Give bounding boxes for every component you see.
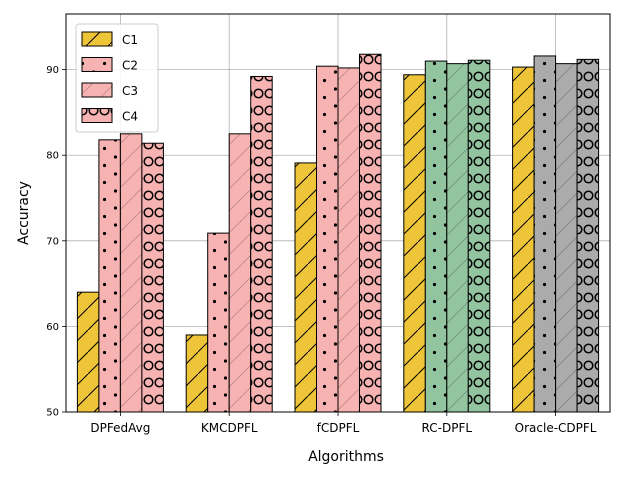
legend-swatch-hatch: [81, 31, 113, 47]
bar-hatch-C2-Oracle-CDPFL: [533, 55, 557, 413]
bar-hatch-C3-KMCDPFL: [228, 133, 252, 413]
bar-hatch-C2-KMCDPFL: [207, 232, 230, 413]
y-tick-label: 90: [46, 65, 59, 76]
legend-label: C3: [122, 84, 138, 98]
x-tick-label: Oracle-CDPFL: [515, 421, 597, 435]
legend-swatch-hatch: [81, 108, 113, 123]
legend-swatch-hatch: [81, 57, 113, 72]
bar-hatch-C1-DPFedAvg: [76, 291, 100, 413]
y-tick-label: 80: [46, 151, 59, 162]
y-tick-label: 70: [46, 236, 59, 247]
bar-hatch-C4-DPFedAvg: [141, 142, 164, 413]
bar-hatch-C3-Oracle-CDPFL: [555, 63, 578, 413]
legend-label: C4: [122, 110, 138, 124]
y-tick-label: 60: [46, 322, 59, 333]
bar-hatch-C2-RC-DPFL: [424, 60, 448, 413]
legend-label: C2: [122, 59, 138, 73]
bar-hatch-C4-KMCDPFL: [250, 75, 273, 413]
x-tick-label: RC-DPFL: [422, 421, 473, 435]
x-axis-label: Algorithms: [308, 449, 384, 465]
legend-box: [75, 23, 159, 133]
legend: C1 C2 C3 C4: [75, 23, 159, 133]
bar-hatch-C2-fCDPFL: [316, 65, 339, 413]
bar-hatch-C4-RC-DPFL: [467, 59, 491, 413]
y-axis-label: Accuracy: [16, 181, 32, 245]
y-tick-label: 50: [46, 408, 59, 419]
bar-hatch-C3-DPFedAvg: [119, 133, 143, 413]
bar-hatch-C3-fCDPFL: [337, 67, 360, 413]
bar-hatch-C1-RC-DPFL: [403, 74, 426, 413]
bar-hatch-C4-Oracle-CDPFL: [576, 58, 600, 413]
bar-hatch-C1-KMCDPFL: [185, 334, 209, 413]
x-tick-label: DPFedAvg: [90, 421, 150, 435]
x-tick-label: fCDPFL: [317, 421, 360, 435]
legend-swatch-hatch: [81, 82, 113, 98]
bar-hatch-C1-fCDPFL: [294, 162, 317, 413]
x-tick-label: KMCDPFL: [201, 421, 258, 435]
legend-label: C1: [122, 33, 138, 47]
axes-ticks: 50 60 70 80 90 DPFedAvg KMCDPFL fCDPFL RC-DPFL Or…: [46, 65, 597, 435]
bar-hatch-C4-fCDPFL: [359, 53, 382, 413]
bars: [76, 53, 600, 413]
bar-hatch-C3-RC-DPFL: [446, 63, 469, 413]
bar-hatch-C2-DPFedAvg: [98, 139, 121, 413]
bar-hatch-C1-Oracle-CDPFL: [512, 66, 535, 413]
